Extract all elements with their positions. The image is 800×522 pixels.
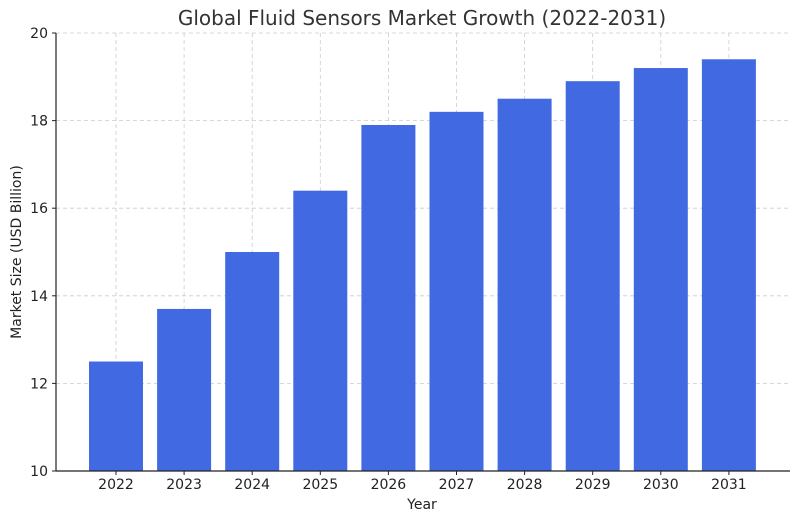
y-tick-label: 12 [30, 376, 48, 392]
x-tick-label: 2029 [575, 477, 611, 493]
bar-2024 [225, 252, 280, 471]
x-tick-label: 2031 [711, 477, 747, 493]
x-tick-label: 2027 [439, 477, 475, 493]
chart-title: Global Fluid Sensors Market Growth (2022… [178, 6, 666, 30]
bar-series [89, 59, 756, 472]
x-axis-label: Year [406, 497, 437, 513]
bar-2031 [701, 59, 756, 471]
y-tick-label: 10 [30, 464, 48, 480]
bar-2029 [565, 81, 620, 472]
y-tick-label: 20 [30, 26, 48, 42]
x-tick-label: 2030 [643, 477, 679, 493]
y-tick-label: 14 [30, 289, 48, 305]
x-axis-ticks: 2022 2023 2024 2025 2026 2027 2028 2029 2030 2031 [98, 471, 747, 493]
y-axis-label: Market Size (USD Billion) [9, 165, 25, 339]
x-tick-label: 2022 [98, 477, 134, 493]
axes [55, 33, 790, 472]
bar-2025 [293, 190, 348, 471]
y-axis-ticks: 10 12 14 16 18 20 [30, 26, 56, 480]
bar-2030 [633, 68, 688, 471]
y-tick-label: 18 [30, 114, 48, 130]
x-tick-label: 2025 [302, 477, 338, 493]
bar-2026 [361, 124, 416, 471]
x-tick-label: 2023 [166, 477, 202, 493]
x-tick-label: 2028 [507, 477, 543, 493]
bar-2027 [429, 111, 484, 471]
x-tick-label: 2026 [371, 477, 407, 493]
bar-2028 [497, 98, 552, 471]
bar-2023 [157, 308, 212, 471]
y-tick-label: 16 [30, 201, 48, 217]
x-tick-label: 2024 [234, 477, 270, 493]
bar-2022 [89, 361, 143, 471]
